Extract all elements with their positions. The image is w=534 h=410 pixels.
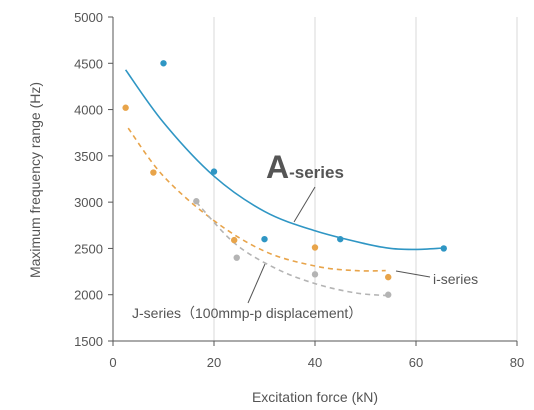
y-tick-label: 2500 <box>74 241 103 256</box>
i-series-leader <box>395 270 431 278</box>
i-series-label: i-series <box>433 271 478 287</box>
axes <box>108 16 518 346</box>
j-series-trend-line <box>195 201 389 297</box>
y-tick-label: 3000 <box>74 195 103 210</box>
a-series-point <box>261 235 268 243</box>
x-tick-label: 20 <box>207 355 221 370</box>
tick-labels: 1500 2000 2500 3000 3500 4000 4500 5000 0 20 40 60 8… <box>74 10 524 370</box>
y-tick-label: 2000 <box>74 288 103 303</box>
a-series-label-big: A <box>266 149 289 185</box>
x-tick-label: 40 <box>308 355 322 370</box>
i-series-trend-line <box>127 127 386 272</box>
x-tick-label: 80 <box>510 355 524 370</box>
y-tick-label: 4000 <box>74 103 103 118</box>
j-series-leader <box>247 263 266 304</box>
y-tick-label: 3500 <box>74 149 103 164</box>
i-series-point <box>122 104 129 111</box>
j-series-label: J-series（100mmp-p displacement） <box>132 305 362 321</box>
j-series-point <box>385 291 392 298</box>
j-series-point <box>193 198 200 205</box>
y-tick-label: 1500 <box>74 334 103 349</box>
y-tick-label: 5000 <box>74 10 103 25</box>
a-series-leader <box>293 186 316 223</box>
a-series-point <box>337 235 344 243</box>
i-series-point <box>311 244 319 251</box>
x-axis-title: Excitation force (kN) <box>252 389 378 405</box>
a-series-point <box>210 168 218 175</box>
j-series-point <box>233 254 240 261</box>
a-series-point <box>440 245 447 252</box>
y-tick-label: 4500 <box>74 56 103 71</box>
x-tick-label: 0 <box>109 355 116 370</box>
x-tick-label: 60 <box>409 355 423 370</box>
a-series-point <box>160 60 167 67</box>
i-series-point <box>231 236 238 244</box>
trend-lines <box>124 69 444 297</box>
i-series-point <box>150 169 157 176</box>
a-series-label-small: -series <box>289 163 344 182</box>
i-series-point <box>385 273 392 281</box>
data-points <box>122 60 447 298</box>
a-series-trend-line <box>124 69 444 251</box>
j-series-point <box>311 271 319 278</box>
grid <box>213 17 518 341</box>
a-series-label: A-series <box>266 149 344 185</box>
y-axis-title: Maximum frequency range (Hz) <box>27 82 43 278</box>
